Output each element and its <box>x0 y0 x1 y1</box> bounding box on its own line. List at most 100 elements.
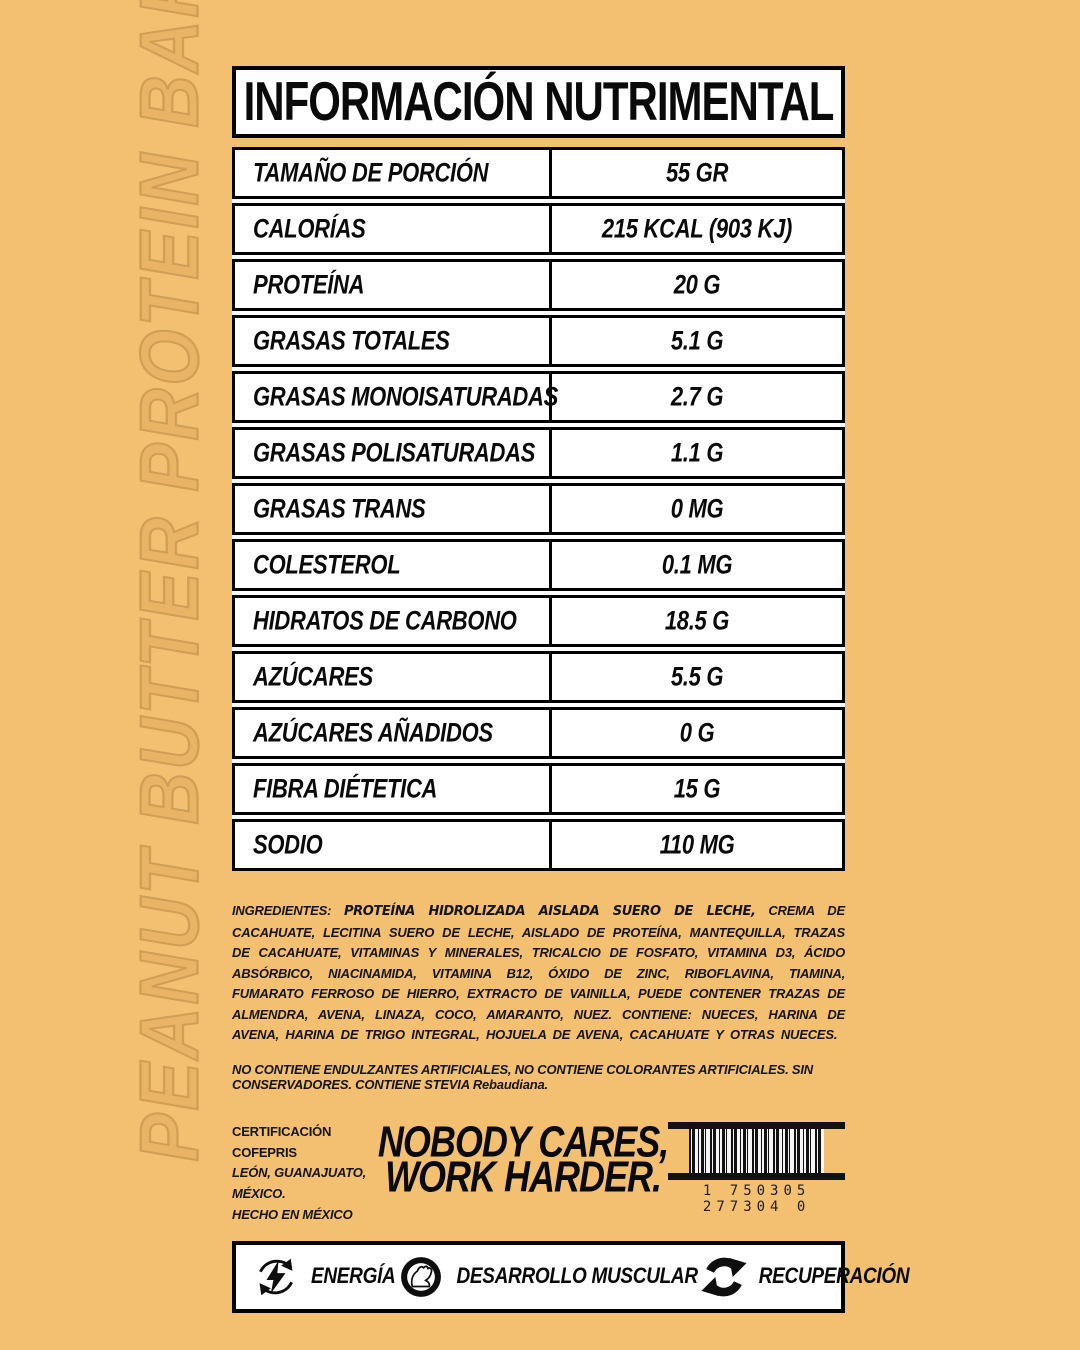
nutrient-label: FIBRA DIÉTETICA <box>253 773 438 804</box>
certification-block: CERTIFICACIÓN COFEPRIS LEÓN, GUANAJUATO,… <box>232 1122 378 1226</box>
nutrient-label: GRASAS TRANS <box>253 493 426 524</box>
table-row: GRASAS TOTALES 5.1 G <box>232 315 845 367</box>
page-title: INFORMACIÓN NUTRIMENTAL <box>243 70 835 132</box>
nutrient-label-cell: GRASAS TOTALES <box>235 318 549 364</box>
nutrient-value-cell: 0.1 MG <box>549 542 842 588</box>
nutrient-label-cell: AZÚCARES <box>235 654 549 700</box>
nutrient-value: 0 MG <box>670 493 724 524</box>
nutrient-label-cell: TAMAÑO DE PORCIÓN <box>235 150 549 196</box>
certification-line: HECHO EN MÉXICO <box>232 1206 353 1222</box>
nutrient-label-cell: PROTEÍNA <box>235 262 549 308</box>
nutrient-value: 0.1 MG <box>661 549 733 580</box>
barcode-top-bar <box>668 1121 845 1129</box>
vertical-ghost-text-wrap: PEANUT BUTTER PROTEIN BAR <box>123 0 217 1163</box>
nutrient-label-cell: SODIO <box>235 822 549 868</box>
feature-label: DESARROLLO MUSCULAR <box>456 1263 698 1289</box>
energy-cycle-icon <box>259 1258 293 1295</box>
table-row: COLESTEROL 0.1 MG <box>232 539 845 591</box>
ingredients-prefix: INGREDIENTES: <box>232 903 332 918</box>
certification-line: LEÓN, GUANAJUATO, MÉXICO. <box>232 1165 367 1202</box>
nutrient-value-cell: 15 G <box>549 766 842 812</box>
nutrient-value: 15 G <box>673 773 721 804</box>
nutrient-value-cell: 0 G <box>549 710 842 756</box>
nutrient-value: 1.1 G <box>670 437 724 468</box>
nutrient-value: 110 MG <box>659 829 735 860</box>
feature-label: ENERGÍA <box>311 1263 396 1289</box>
bicep-icon <box>401 1256 442 1297</box>
nutrient-value: 2.7 G <box>670 381 724 412</box>
slogan-line-2: WORK HARDER. <box>385 1151 662 1202</box>
nutrient-label-cell: COLESTEROL <box>235 542 549 588</box>
table-row: GRASAS TRANS 0 MG <box>232 483 845 535</box>
nutrient-label: AZÚCARES AÑADIDOS <box>253 717 493 748</box>
ingredients-highlight: PROTEÍNA HIDROLIZADA AISLADA SUERO DE LE… <box>344 904 756 919</box>
slogan-block: NOBODY CARES, WORK HARDER. <box>377 1116 669 1202</box>
nutrient-value-cell: 18.5 G <box>549 598 842 644</box>
nutrient-label-cell: CALORÍAS <box>235 206 549 252</box>
nutrient-value-cell: 5.1 G <box>549 318 842 364</box>
ingredients-paragraph: INGREDIENTES: PROTEÍNA HIDROLIZADA AISLA… <box>232 901 845 1046</box>
nutrient-value-cell: 55 GR <box>549 150 842 196</box>
feature-muscle: DESARROLLO MUSCULAR <box>395 1251 698 1303</box>
nutrient-label-cell: HIDRATOS DE CARBONO <box>235 598 549 644</box>
nutrient-value-cell: 215 KCAL (903 KJ) <box>549 206 842 252</box>
nutrient-value: 5.1 G <box>670 325 724 356</box>
table-row: PROTEÍNA 20 G <box>232 259 845 311</box>
barcode-stripes <box>689 1128 824 1173</box>
nutrient-label-cell: AZÚCARES AÑADIDOS <box>235 710 549 756</box>
nutrient-label: GRASAS TOTALES <box>253 325 450 356</box>
feature-label: RECUPERACIÓN <box>758 1263 910 1289</box>
table-row: GRASAS MONOISATURADAS 2.7 G <box>232 371 845 423</box>
nutrient-value: 20 G <box>673 269 721 300</box>
nutrient-value-cell: 5.5 G <box>549 654 842 700</box>
table-row: TAMAÑO DE PORCIÓN 55 GR <box>232 147 845 199</box>
no-additives-note: NO CONTIENE ENDULZANTES ARTIFICIALES, NO… <box>232 1061 813 1092</box>
certification-line: CERTIFICACIÓN COFEPRIS <box>232 1123 332 1160</box>
nutrient-label: CALORÍAS <box>253 213 366 244</box>
nutrient-value-cell: 1.1 G <box>549 430 842 476</box>
nutrient-label-cell: GRASAS MONOISATURADAS <box>235 374 558 420</box>
nutrient-value: 18.5 G <box>664 605 730 636</box>
slogan-line-1: NOBODY CARES, <box>377 1116 669 1166</box>
nutrient-label: AZÚCARES <box>253 661 373 692</box>
nutrient-value: 55 GR <box>665 157 729 188</box>
nutrient-value-cell: 0 MG <box>549 486 842 532</box>
label-content: INFORMACIÓN NUTRIMENTAL TAMAÑO DE PORCIÓ… <box>232 66 910 1313</box>
nutrient-value: 5.5 G <box>670 661 724 692</box>
table-row: AZÚCARES AÑADIDOS 0 G <box>232 707 845 759</box>
recovery-arrows-icon <box>701 1257 747 1296</box>
barcode-number: 1 750305 277304 0 <box>702 1182 811 1215</box>
nutrition-title-box: INFORMACIÓN NUTRIMENTAL <box>232 66 845 138</box>
barcode: 1 750305 277304 0 <box>668 1121 845 1215</box>
nutrient-label: PROTEÍNA <box>253 269 365 300</box>
feature-energy: ENERGÍA <box>250 1251 396 1303</box>
nutrient-value-cell: 20 G <box>549 262 842 308</box>
nutrition-table: TAMAÑO DE PORCIÓN 55 GR CALORÍAS 215 KCA… <box>232 147 845 871</box>
nutrient-label: COLESTEROL <box>253 549 401 580</box>
table-row: GRASAS POLISATURADAS 1.1 G <box>232 427 845 479</box>
feature-recovery: RECUPERACIÓN <box>698 1251 910 1303</box>
nutrient-value: 0 G <box>679 717 715 748</box>
nutrient-label: GRASAS MONOISATURADAS <box>253 381 558 412</box>
label-footer: CERTIFICACIÓN COFEPRIS LEÓN, GUANAJUATO,… <box>232 1116 845 1226</box>
nutrient-value: 215 KCAL (903 KJ) <box>601 213 793 244</box>
nutrient-value-cell: 110 MG <box>549 822 842 868</box>
feature-icon-bar: ENERGÍA DESARROLLO MUSCULAR <box>232 1240 910 1313</box>
nutrient-label: SODIO <box>253 829 323 860</box>
nutrient-label-cell: GRASAS POLISATURADAS <box>235 430 549 476</box>
table-row: HIDRATOS DE CARBONO 18.5 G <box>232 595 845 647</box>
vertical-product-name: PEANUT BUTTER PROTEIN BAR <box>123 0 217 1163</box>
nutrient-value-cell: 2.7 G <box>549 374 842 420</box>
nutrient-label: GRASAS POLISATURADAS <box>253 437 536 468</box>
nutrient-label: TAMAÑO DE PORCIÓN <box>253 157 489 188</box>
table-row: CALORÍAS 215 KCAL (903 KJ) <box>232 203 845 255</box>
table-row: FIBRA DIÉTETICA 15 G <box>232 763 845 815</box>
table-row: SODIO 110 MG <box>232 819 845 871</box>
ingredients-body: CREMA DE CACAHUATE, LECITINA SUERO DE LE… <box>232 903 845 1043</box>
table-row: AZÚCARES 5.5 G <box>232 651 845 703</box>
nutrient-label: HIDRATOS DE CARBONO <box>253 605 517 636</box>
nutrient-label-cell: FIBRA DIÉTETICA <box>235 766 549 812</box>
barcode-bottom-bar <box>668 1172 845 1180</box>
nutrient-label-cell: GRASAS TRANS <box>235 486 549 532</box>
